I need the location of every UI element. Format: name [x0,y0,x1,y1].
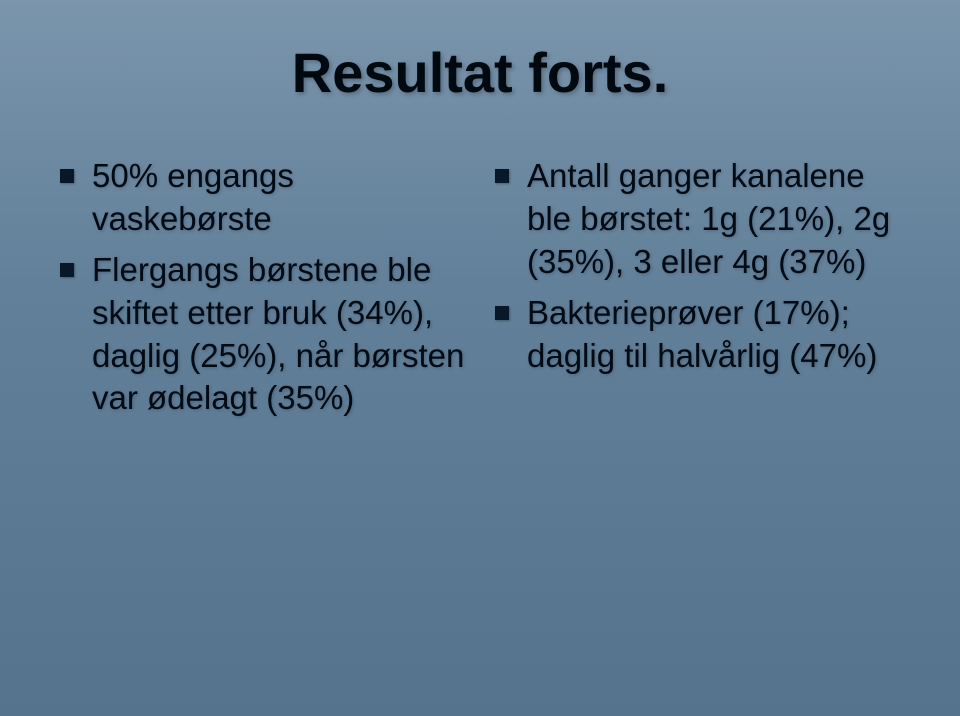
list-item: Bakterieprøver (17%); daglig til halvårl… [495,292,900,378]
list-item: 50% engangs vaskebørste [60,155,465,241]
slide-container: Resultat forts. 50% engangs vaskebørste … [0,0,960,716]
right-column: Antall ganger kanalene ble børstet: 1g (… [495,155,900,428]
bullet-icon [495,169,509,183]
bullet-icon [60,263,74,277]
bullet-icon [60,169,74,183]
left-column: 50% engangs vaskebørste Flergangs børste… [60,155,465,428]
bullet-text: Antall ganger kanalene ble børstet: 1g (… [527,155,900,284]
bullet-text: 50% engangs vaskebørste [92,155,465,241]
bullet-text: Flergangs børstene ble skiftet etter bru… [92,249,465,421]
bullet-icon [495,306,509,320]
bullet-text: Bakterieprøver (17%); daglig til halvårl… [527,292,900,378]
slide-title: Resultat forts. [60,40,900,105]
content-columns: 50% engangs vaskebørste Flergangs børste… [60,155,900,428]
list-item: Flergangs børstene ble skiftet etter bru… [60,249,465,421]
list-item: Antall ganger kanalene ble børstet: 1g (… [495,155,900,284]
